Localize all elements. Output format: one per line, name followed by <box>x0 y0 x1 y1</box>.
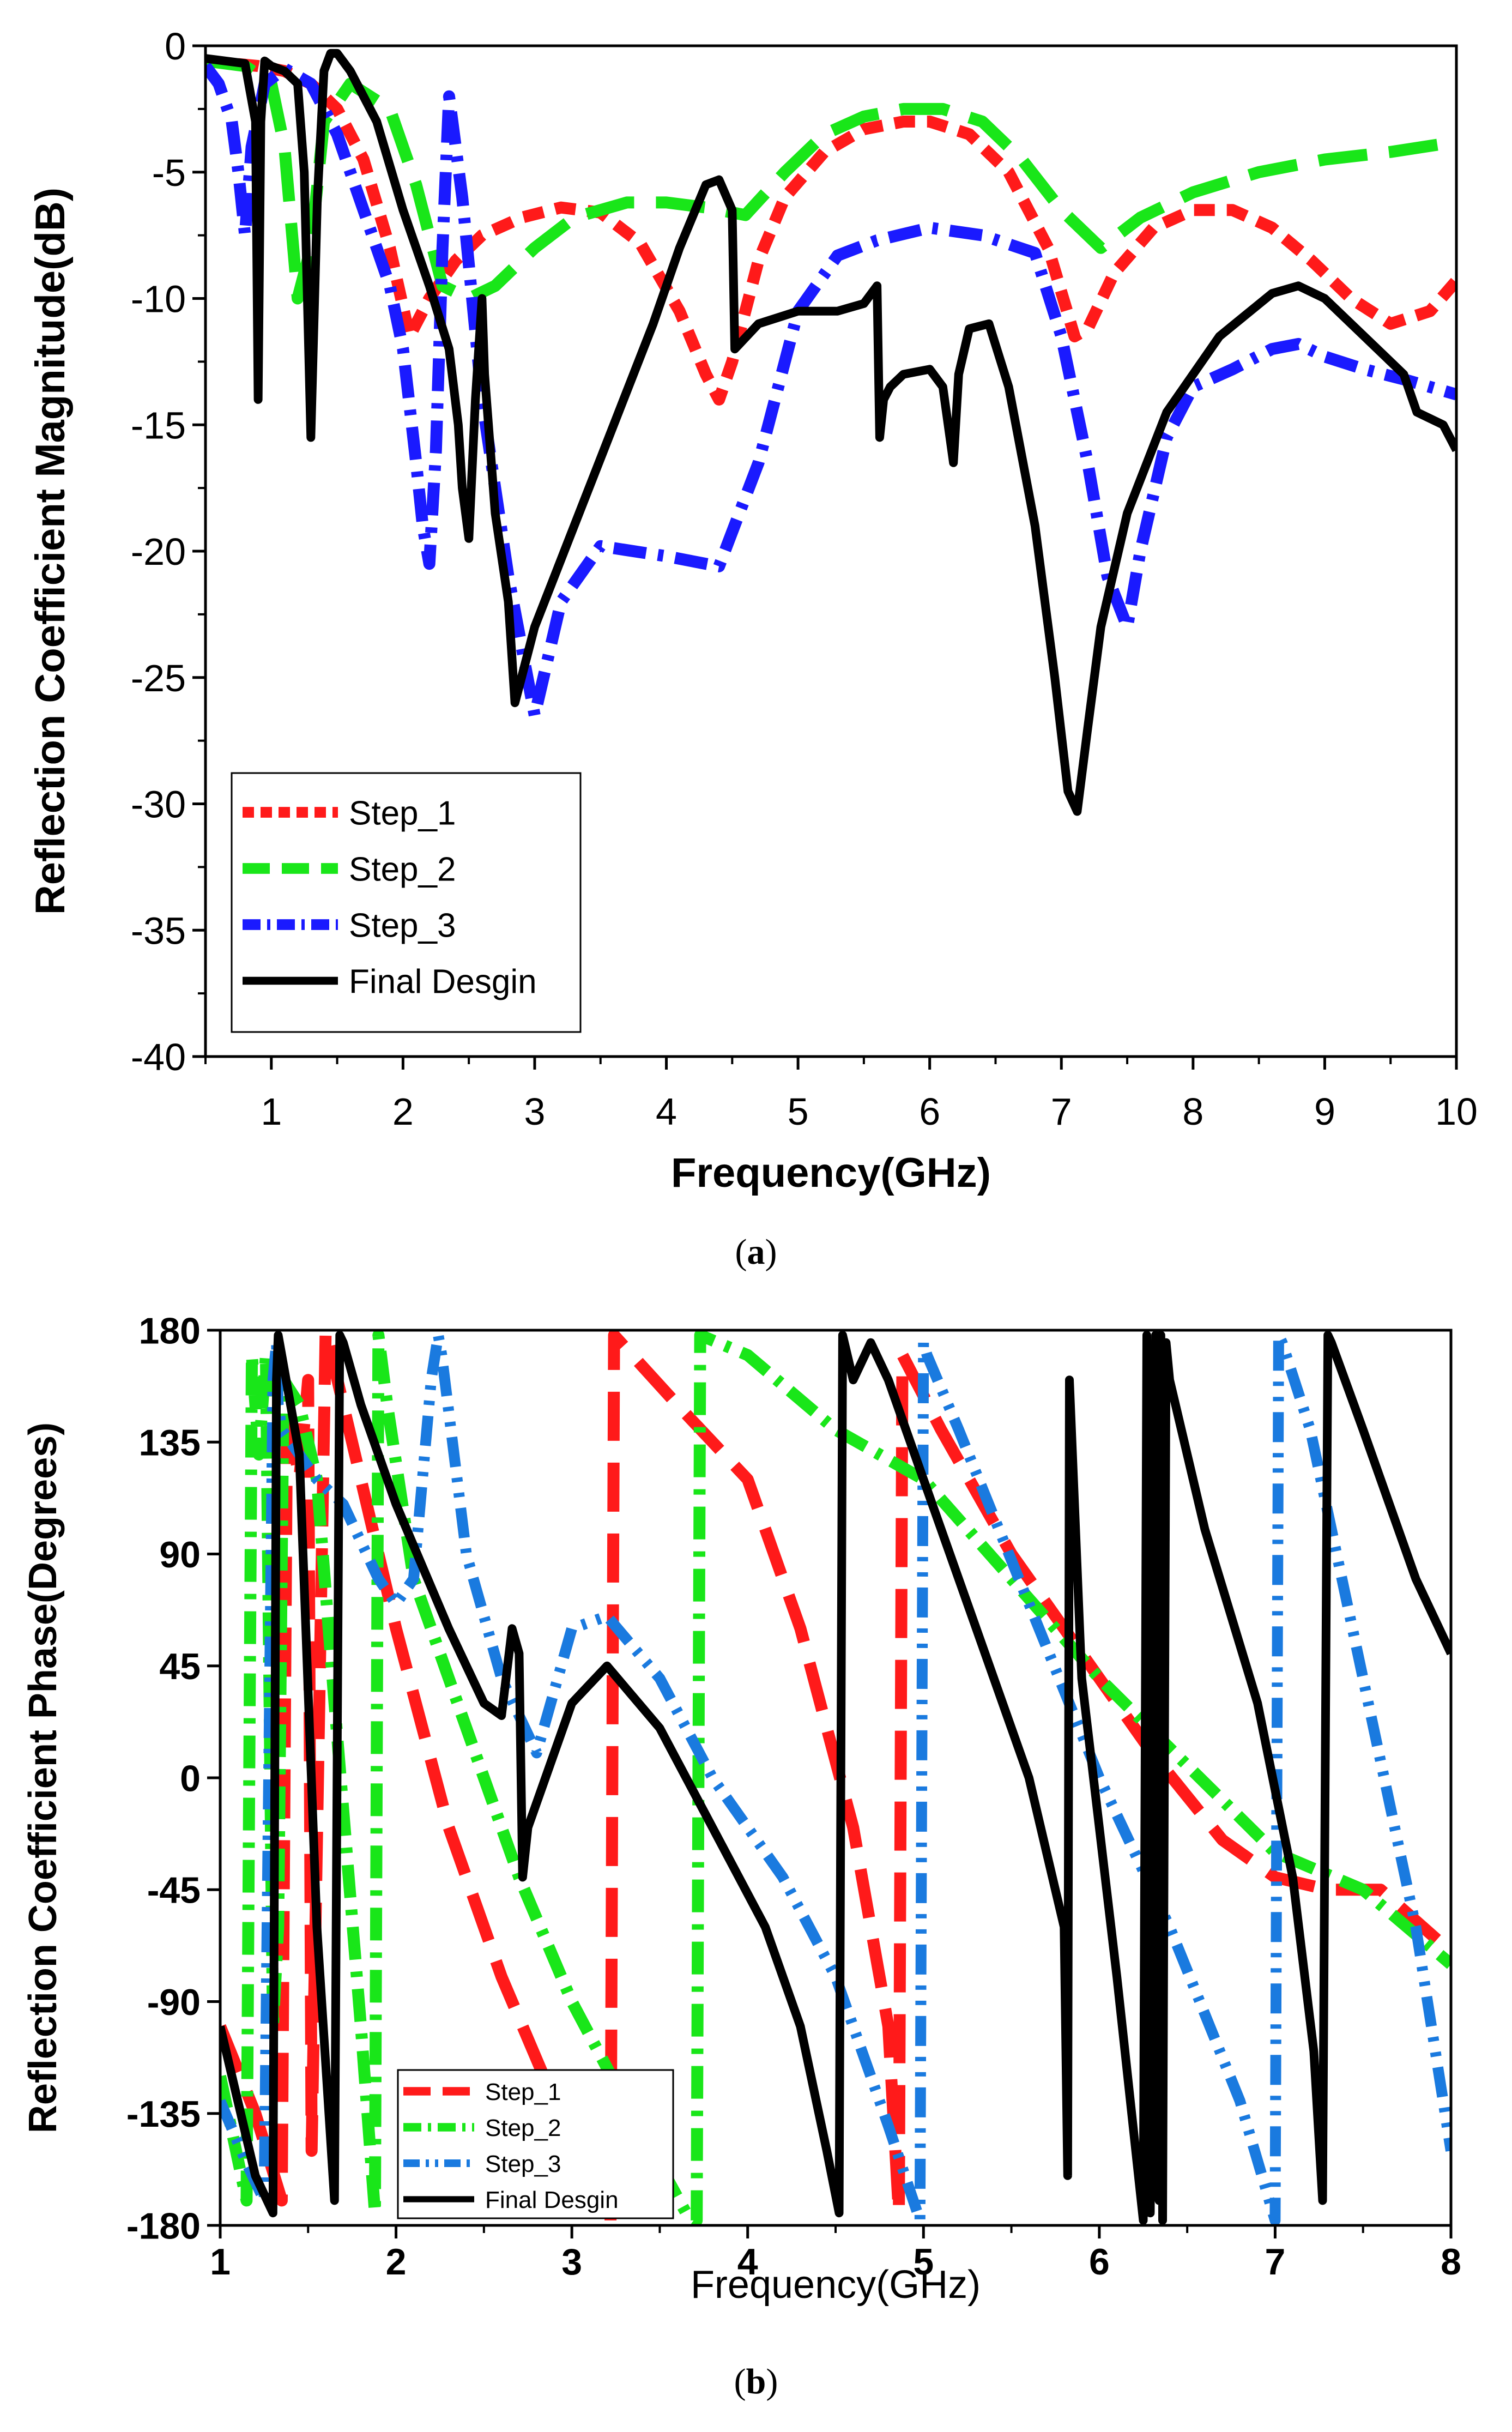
legend-label: Final Desgin <box>485 2187 619 2213</box>
legend-label: Step_3 <box>349 907 456 944</box>
panel-label-part: ) <box>766 2362 778 2401</box>
plot-area <box>205 49 1456 816</box>
x-tick-label: 5 <box>913 2241 934 2283</box>
panel-label: (a) <box>735 1232 777 1272</box>
y-tick-label: -15 <box>131 404 186 446</box>
x-tick-label: 1 <box>210 2241 231 2283</box>
x-tick-label: 10 <box>1435 1090 1478 1133</box>
series-line-final-desgin <box>205 49 1456 816</box>
y-tick-label: -135 <box>126 2093 201 2135</box>
legend-label: Step_2 <box>485 2115 561 2141</box>
y-tick-label: 180 <box>139 1310 201 1351</box>
y-tick-label: -20 <box>131 530 186 573</box>
legend: Step_1 Step_2 Step_3 Final Desgin <box>397 2069 674 2219</box>
x-tick-label: 4 <box>737 2241 758 2283</box>
x-tick-label: 6 <box>1089 2241 1110 2283</box>
panel-label-part: ( <box>735 1232 747 1272</box>
chart-panel-b: 1 2 3 4 5 6 7 818013590450-45-90-135-180Frequen… <box>21 1310 1461 2401</box>
x-tick-label: 1 <box>261 1090 282 1133</box>
panel-label-part: a <box>747 1232 765 1272</box>
panel-label-part: ) <box>765 1232 777 1272</box>
y-tick-label: -180 <box>126 2205 201 2247</box>
x-tick-label: 9 <box>1314 1090 1335 1133</box>
x-tick-label: 8 <box>1441 2241 1461 2283</box>
legend-label: Step_3 <box>485 2151 561 2177</box>
x-axis-title: Frequency(GHz) <box>671 1150 991 1196</box>
y-tick-label: 45 <box>159 1646 201 1687</box>
x-tick-label: 3 <box>561 2241 582 2283</box>
x-tick-label: 3 <box>524 1090 545 1133</box>
x-tick-label: 7 <box>1265 2241 1286 2283</box>
panel-label: (b) <box>734 2362 778 2401</box>
series-line-step-1 <box>220 1330 1451 2225</box>
y-tick-label: 0 <box>165 25 186 68</box>
x-tick-label: 8 <box>1182 1090 1203 1133</box>
panel-label-part: ( <box>734 2362 746 2401</box>
y-tick-label: -45 <box>147 1870 201 1911</box>
chart-panel-a: 1 2 3 4 5 6 7 8 9 10 0 -5 -10 -15 -20 -25 -30 -35 -40 Frequ… <box>27 25 1478 1272</box>
y-tick-label: 0 <box>180 1758 201 1799</box>
y-axis-title: Reflection Coefficient Phase(Degrees) <box>21 1422 65 2133</box>
x-tick-label: 5 <box>788 1090 809 1133</box>
x-tick-label: 6 <box>919 1090 940 1133</box>
y-tick-label: -40 <box>131 1036 186 1078</box>
series-line-step-1 <box>205 55 1456 406</box>
plot-area <box>220 1330 1451 2225</box>
series-line-step-2 <box>205 55 1456 305</box>
y-tick-label: -30 <box>131 783 186 826</box>
legend: Step_1 Step_2 Step_3 Final Desgin <box>231 772 582 1033</box>
series-line-step-3 <box>205 62 1456 722</box>
legend-label: Step_1 <box>349 794 456 832</box>
y-tick-label: -35 <box>131 909 186 952</box>
y-tick-label: -90 <box>147 1982 201 2023</box>
y-tick-label: 135 <box>139 1422 201 1464</box>
y-tick-label: 90 <box>159 1534 201 1576</box>
legend-label: Step_1 <box>485 2079 561 2105</box>
y-tick-label: -25 <box>131 657 186 699</box>
x-tick-label: 2 <box>392 1090 414 1133</box>
y-tick-label: -10 <box>131 278 186 321</box>
x-tick-label: 2 <box>386 2241 407 2283</box>
x-tick-label: 4 <box>656 1090 677 1133</box>
x-tick-label: 7 <box>1051 1090 1072 1133</box>
panel-label-part: b <box>746 2362 766 2401</box>
y-axis-title: Reflection Coefficient Magnitude(dB) <box>27 188 74 915</box>
legend-label: Step_2 <box>349 850 456 888</box>
series-line-final-desgin <box>220 1331 1451 2225</box>
y-tick-label: -5 <box>152 152 186 194</box>
legend-label: Final Desgin <box>349 963 537 1000</box>
x-axis-title: Frequency(GHz) <box>691 2263 981 2307</box>
